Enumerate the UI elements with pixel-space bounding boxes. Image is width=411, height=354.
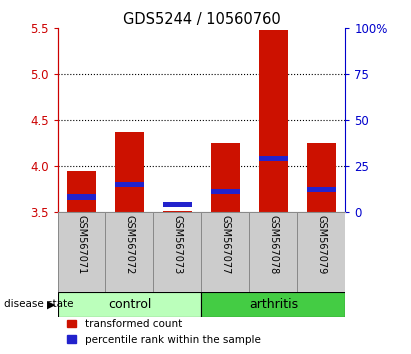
Bar — [163, 211, 192, 212]
FancyBboxPatch shape — [58, 292, 201, 317]
Text: GSM567072: GSM567072 — [125, 215, 134, 274]
Bar — [307, 187, 336, 192]
Text: ▶: ▶ — [47, 299, 56, 309]
Bar — [307, 143, 336, 212]
Text: arthritis: arthritis — [249, 298, 298, 311]
FancyBboxPatch shape — [297, 212, 345, 292]
Bar — [115, 182, 144, 187]
Legend: transformed count, percentile rank within the sample: transformed count, percentile rank withi… — [63, 315, 265, 349]
Bar — [259, 156, 288, 161]
Title: GDS5244 / 10560760: GDS5244 / 10560760 — [122, 12, 280, 27]
Bar — [259, 30, 288, 212]
Bar — [67, 171, 96, 212]
Bar — [211, 143, 240, 212]
FancyBboxPatch shape — [58, 212, 106, 292]
FancyBboxPatch shape — [249, 212, 297, 292]
Text: control: control — [108, 298, 151, 311]
Text: GSM567079: GSM567079 — [316, 215, 326, 274]
Text: GSM567071: GSM567071 — [76, 215, 86, 274]
Bar — [211, 189, 240, 194]
FancyBboxPatch shape — [153, 212, 201, 292]
Bar — [163, 202, 192, 207]
FancyBboxPatch shape — [201, 292, 345, 317]
Text: disease state: disease state — [4, 299, 74, 309]
Text: GSM567073: GSM567073 — [173, 215, 182, 274]
FancyBboxPatch shape — [201, 212, 249, 292]
FancyBboxPatch shape — [106, 212, 153, 292]
Bar — [67, 194, 96, 200]
Text: GSM567077: GSM567077 — [220, 215, 230, 274]
Bar — [115, 132, 144, 212]
Text: GSM567078: GSM567078 — [268, 215, 278, 274]
